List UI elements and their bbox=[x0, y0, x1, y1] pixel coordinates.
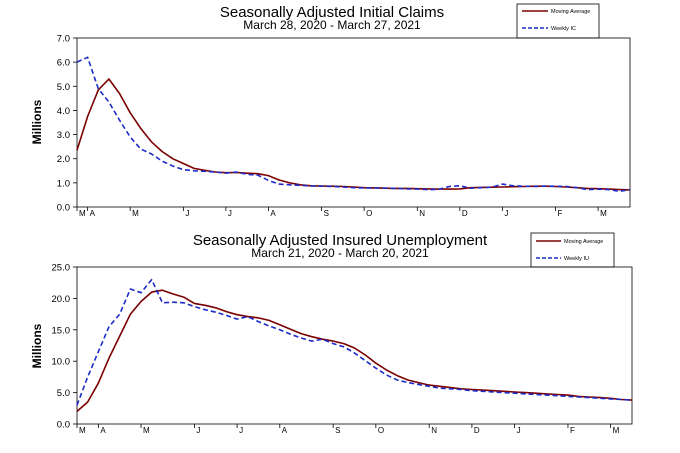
x-tick-label: A bbox=[90, 209, 96, 218]
series-line-weekly-ic bbox=[76, 56, 631, 193]
x-tick-label: J bbox=[517, 426, 521, 435]
plot-frame bbox=[76, 266, 633, 425]
legend-moving-average-label: Moving Average bbox=[551, 9, 590, 15]
y-tick-label: 25.0 bbox=[52, 263, 71, 274]
y-tick-label: 5.0 bbox=[57, 82, 70, 93]
x-tick-label: S bbox=[324, 209, 329, 218]
legend-moving-average-label: Moving Average bbox=[564, 239, 603, 245]
x-tick-label: J bbox=[228, 209, 232, 218]
legend-box bbox=[516, 3, 600, 39]
x-tick-label: M bbox=[143, 426, 150, 435]
chart-title: Seasonally Adjusted Initial Claims bbox=[220, 4, 444, 21]
x-tick-label: O bbox=[366, 209, 372, 218]
x-tick-label: J bbox=[196, 426, 200, 435]
x-tick-label: O bbox=[378, 426, 384, 435]
series-line-weekly-iu bbox=[76, 278, 633, 406]
legend-box bbox=[530, 232, 615, 268]
x-tick-label: J bbox=[504, 209, 508, 218]
x-tick-label: N bbox=[419, 209, 425, 218]
y-tick-label: 15.0 bbox=[52, 325, 71, 336]
chart-subtitle: March 28, 2020 - March 27, 2021 bbox=[243, 18, 421, 32]
y-tick-label: 4.0 bbox=[57, 106, 70, 117]
y-axis-label: Millions bbox=[30, 323, 44, 368]
x-tick-label: A bbox=[270, 209, 276, 218]
y-tick-label: 2.0 bbox=[57, 154, 70, 165]
x-tick-label: M bbox=[132, 209, 139, 218]
x-tick-label: A bbox=[100, 426, 106, 435]
x-tick-label: M bbox=[600, 209, 607, 218]
x-tick-label: N bbox=[431, 426, 437, 435]
y-tick-label: 6.0 bbox=[57, 58, 70, 69]
y-axis: 0.0 5.0 10.0 15.0 20.0 25.0 bbox=[52, 263, 77, 431]
series-layer bbox=[76, 278, 633, 413]
x-tick-label: M bbox=[79, 426, 86, 435]
x-tick-label: D bbox=[474, 426, 480, 435]
chart-subtitle: March 21, 2020 - March 20, 2021 bbox=[251, 246, 429, 260]
x-tick-label: J bbox=[185, 209, 189, 218]
y-tick-label: 3.0 bbox=[57, 130, 70, 141]
x-tick-label: A bbox=[282, 426, 288, 435]
y-tick-label: 7.0 bbox=[57, 34, 70, 45]
series-layer bbox=[76, 56, 631, 193]
y-tick-label: 0.0 bbox=[57, 203, 70, 214]
plot-frame bbox=[76, 37, 631, 208]
x-tick-label: F bbox=[558, 209, 563, 218]
series-line-moving-average bbox=[76, 289, 633, 413]
series-line-moving-average bbox=[76, 78, 631, 191]
y-tick-label: 1.0 bbox=[57, 178, 70, 189]
x-tick-label: M bbox=[79, 209, 86, 218]
y-axis-label: Millions bbox=[30, 99, 44, 144]
y-tick-label: 10.0 bbox=[52, 357, 71, 368]
x-tick-label: J bbox=[239, 426, 243, 435]
x-tick-label: M bbox=[613, 426, 620, 435]
legend-weekly-iu-label: Weekly IU bbox=[564, 256, 589, 262]
y-tick-label: 0.0 bbox=[57, 420, 70, 431]
initial-claims-chart: Seasonally Adjusted Initial Claims March… bbox=[30, 3, 631, 218]
legend-weekly-ic-label: Weekly IC bbox=[551, 26, 576, 32]
x-tick-label: F bbox=[570, 426, 575, 435]
y-tick-label: 20.0 bbox=[52, 294, 71, 305]
insured-unemployment-chart: Seasonally Adjusted Insured Unemployment… bbox=[30, 232, 633, 435]
x-tick-label: D bbox=[462, 209, 468, 218]
y-axis: 0.0 1.0 2.0 3.0 4.0 5.0 6.0 7.0 bbox=[57, 34, 77, 214]
y-tick-label: 5.0 bbox=[57, 388, 70, 399]
chart-title: Seasonally Adjusted Insured Unemployment bbox=[193, 232, 488, 249]
x-tick-label: S bbox=[335, 426, 340, 435]
